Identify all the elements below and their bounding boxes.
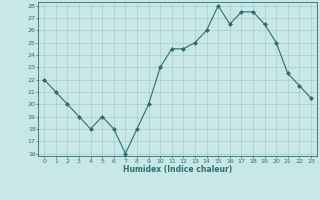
- X-axis label: Humidex (Indice chaleur): Humidex (Indice chaleur): [123, 165, 232, 174]
